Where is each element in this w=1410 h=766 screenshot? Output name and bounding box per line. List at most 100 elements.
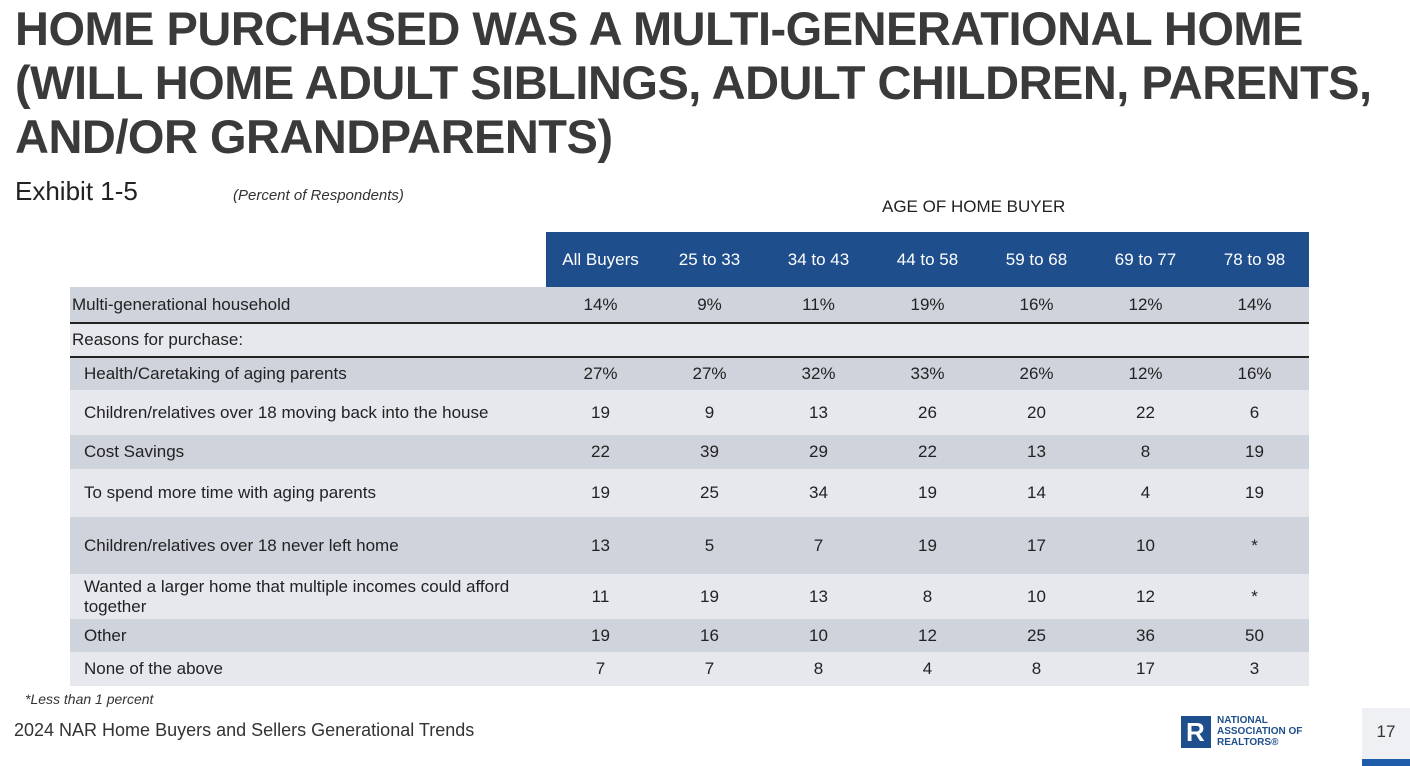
table-cell: 50 [1200,619,1309,652]
table-row: Other 19 16 10 12 25 36 50 [70,619,1309,652]
table-row: Cost Savings 22 39 29 22 13 8 19 [70,435,1309,469]
table-header-row: All Buyers 25 to 33 34 to 43 44 to 58 59… [70,232,1309,287]
table-cell: 16 [655,619,764,652]
logo-letter: R [1186,716,1205,747]
nar-logo: R NATIONAL ASSOCIATION OF REALTORS® [1181,715,1302,748]
column-header: 25 to 33 [655,232,764,287]
table-row: Multi-generational household 14% 9% 11% … [70,287,1309,324]
table-cell: 13 [764,390,873,435]
column-header: 69 to 77 [1091,232,1200,287]
table-cell: 7 [764,517,873,574]
row-label: Reasons for purchase: [70,323,546,358]
table-cell [655,323,764,358]
table-cell: 22 [873,435,982,469]
data-table: All Buyers 25 to 33 34 to 43 44 to 58 59… [70,232,1309,686]
age-header: AGE OF HOME BUYER [882,197,1066,216]
row-label: None of the above [70,652,546,686]
table-cell: 22 [1091,390,1200,435]
page-accent-bar [1362,759,1410,766]
table-cell: 19 [1200,469,1309,517]
table-cell: 9% [655,287,764,324]
table-cell: 19 [873,469,982,517]
table-cell: 19 [546,619,655,652]
table-row: Wanted a larger home that multiple incom… [70,574,1309,619]
table-row: Children/relatives over 18 moving back i… [70,390,1309,435]
table-cell: 34 [764,469,873,517]
header-blank [70,232,546,287]
table-cell: 25 [655,469,764,517]
table-cell: 10 [764,619,873,652]
table-cell [1200,323,1309,358]
table-cell: * [1200,517,1309,574]
table-cell: 19 [546,390,655,435]
table-cell: 4 [873,652,982,686]
logo-text: NATIONAL ASSOCIATION OF REALTORS® [1217,715,1302,748]
column-header: 59 to 68 [982,232,1091,287]
table-cell: 36 [1091,619,1200,652]
footnote: *Less than 1 percent [25,691,154,707]
table-cell: 16% [982,287,1091,324]
table-cell [764,323,873,358]
subtitle: (Percent of Respondents) [233,187,404,204]
table-row: To spend more time with aging parents 19… [70,469,1309,517]
table-cell: 19 [873,517,982,574]
table-cell: * [1200,574,1309,619]
table-cell: 11% [764,287,873,324]
table-row: Health/Caretaking of aging parents 27% 2… [70,357,1309,390]
table-cell: 13 [546,517,655,574]
exhibit-label: Exhibit 1-5 [15,176,138,206]
column-header: 34 to 43 [764,232,873,287]
table-cell: 8 [982,652,1091,686]
table-cell: 22 [546,435,655,469]
table-cell: 19 [1200,435,1309,469]
row-label: Children/relatives over 18 moving back i… [70,390,546,435]
table-cell: 5 [655,517,764,574]
table-cell [982,323,1091,358]
table-cell: 10 [1091,517,1200,574]
column-header: All Buyers [546,232,655,287]
table-cell: 14% [1200,287,1309,324]
table-cell: 26% [982,357,1091,390]
page-title: HOME PURCHASED WAS A MULTI-GENERATIONAL … [15,2,1372,163]
column-header: 78 to 98 [1200,232,1309,287]
table-cell: 10 [982,574,1091,619]
row-label: Other [70,619,546,652]
table-cell: 7 [546,652,655,686]
table-cell: 26 [873,390,982,435]
table-cell: 29 [764,435,873,469]
table-cell: 12% [1091,287,1200,324]
footer-source: 2024 NAR Home Buyers and Sellers Generat… [14,720,475,740]
table-cell: 11 [546,574,655,619]
table-cell: 9 [655,390,764,435]
table-cell: 13 [982,435,1091,469]
table-row: Reasons for purchase: [70,323,1309,358]
logo-line: NATIONAL [1217,715,1268,726]
column-header: 44 to 58 [873,232,982,287]
table-cell: 19% [873,287,982,324]
row-label: Multi-generational household [70,287,546,324]
table-cell: 17 [1091,652,1200,686]
table-cell: 27% [655,357,764,390]
table-cell: 13 [764,574,873,619]
table-cell: 8 [764,652,873,686]
table-cell: 33% [873,357,982,390]
table-cell: 8 [873,574,982,619]
page-number: 17 [1376,722,1396,741]
table-cell: 12% [1091,357,1200,390]
row-label: Cost Savings [70,435,546,469]
table-cell: 25 [982,619,1091,652]
table-cell [873,323,982,358]
table-cell: 16% [1200,357,1309,390]
table-cell: 8 [1091,435,1200,469]
table-cell: 4 [1091,469,1200,517]
table-cell: 12 [873,619,982,652]
table-cell: 32% [764,357,873,390]
row-label: Children/relatives over 18 never left ho… [70,517,546,574]
table-cell: 3 [1200,652,1309,686]
table-cell: 6 [1200,390,1309,435]
table-row: Children/relatives over 18 never left ho… [70,517,1309,574]
page-number-box: 17 [1362,708,1410,766]
table-cell: 14 [982,469,1091,517]
table-cell: 12 [1091,574,1200,619]
logo-line: REALTORS® [1217,737,1279,748]
